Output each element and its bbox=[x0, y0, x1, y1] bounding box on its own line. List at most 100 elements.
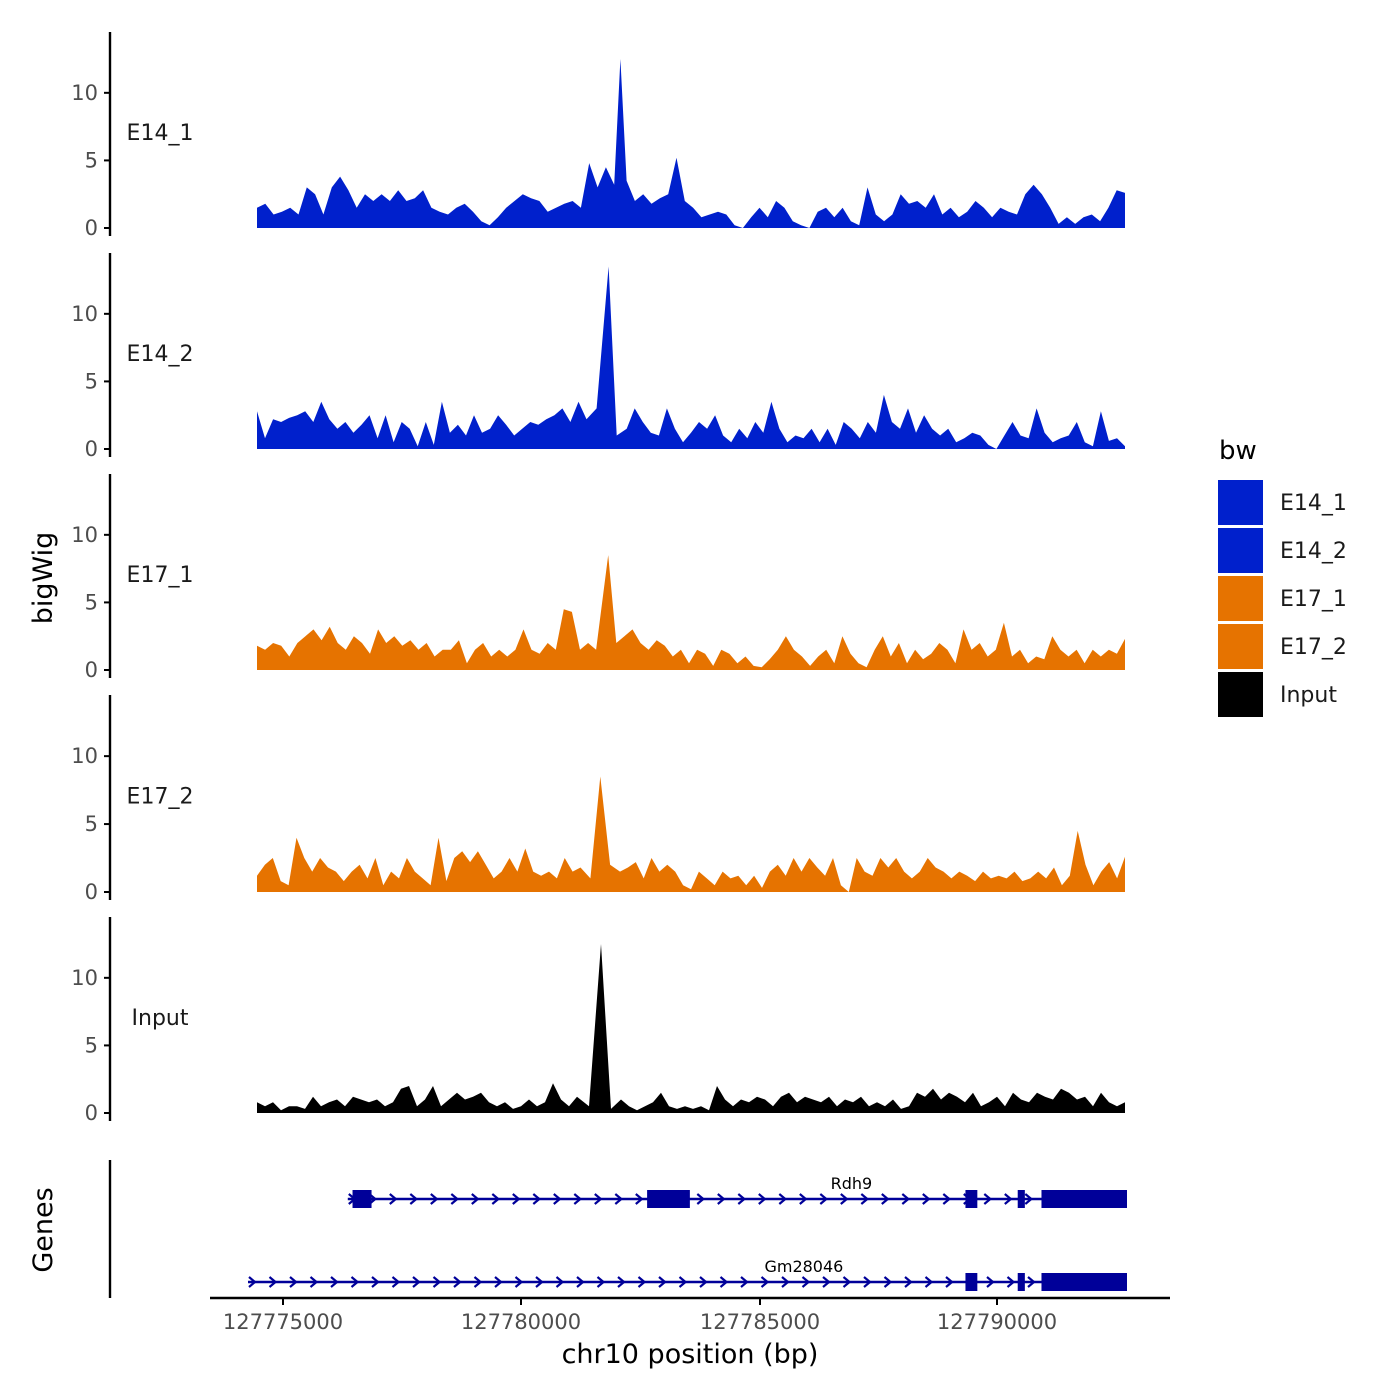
strand-arrow bbox=[842, 1276, 852, 1288]
exon bbox=[1017, 1273, 1025, 1291]
strand-arrow bbox=[412, 1276, 421, 1288]
y-tick-label: 10 bbox=[71, 523, 98, 547]
exon bbox=[1041, 1273, 1127, 1291]
track-label: E14_2 bbox=[127, 342, 194, 367]
strand-arrow bbox=[942, 1193, 952, 1205]
strand-arrow bbox=[863, 1276, 872, 1288]
legend-label: E17_2 bbox=[1280, 635, 1347, 660]
track-e17-1: 0 5 10 E17_1 bbox=[71, 474, 1125, 682]
strand-arrow bbox=[614, 1193, 624, 1205]
exon bbox=[352, 1190, 372, 1208]
strand-arrow bbox=[1024, 1193, 1034, 1205]
area-e14-1 bbox=[257, 59, 1125, 228]
y-tick-label: 5 bbox=[85, 1033, 98, 1057]
signal-tracks: 0 5 10 E14_1 0 5 10 E14_2 0 5 10 E17_1 0 5 10 E17_2 0 5 10… bbox=[71, 32, 1125, 1125]
strand-arrow bbox=[532, 1193, 542, 1205]
strand-arrow bbox=[1006, 1276, 1016, 1288]
y-tick-label: 5 bbox=[85, 148, 98, 172]
y-tick-label: 5 bbox=[85, 369, 98, 393]
strand-arrow bbox=[450, 1193, 460, 1205]
y-tick-label: 5 bbox=[85, 590, 98, 614]
y-tick-label: 10 bbox=[71, 966, 98, 990]
strand-arrow bbox=[822, 1276, 831, 1288]
strand-arrow bbox=[778, 1193, 788, 1205]
legend-label: E14_2 bbox=[1280, 539, 1347, 564]
strand-arrow bbox=[801, 1276, 811, 1288]
strand-arrow bbox=[535, 1276, 544, 1288]
strand-arrow bbox=[719, 1276, 729, 1288]
legend-label: E17_1 bbox=[1280, 587, 1347, 612]
y-tick-label: 0 bbox=[85, 216, 98, 240]
strand-arrow bbox=[781, 1276, 790, 1288]
gene-track: Rdh9 Gm28046 bbox=[108, 1160, 1127, 1298]
strand-arrow bbox=[819, 1193, 829, 1205]
strand-arrow bbox=[922, 1193, 931, 1205]
strand-arrow bbox=[471, 1193, 480, 1205]
area-input bbox=[257, 944, 1125, 1113]
strand-arrow bbox=[758, 1193, 767, 1205]
strand-arrow bbox=[904, 1276, 913, 1288]
legend-label: E14_1 bbox=[1280, 491, 1347, 516]
strand-arrow bbox=[737, 1193, 747, 1205]
exon bbox=[647, 1190, 690, 1208]
legend-label: Input bbox=[1280, 683, 1337, 708]
strand-arrow bbox=[696, 1193, 706, 1205]
strand-arrow bbox=[573, 1193, 583, 1205]
strand-arrow bbox=[350, 1276, 360, 1288]
strand-arrow bbox=[637, 1276, 647, 1288]
strand-arrow bbox=[699, 1276, 708, 1288]
y-tick-label: 0 bbox=[85, 658, 98, 682]
track-input: 0 5 10 Input bbox=[71, 917, 1125, 1125]
strand-arrow bbox=[409, 1193, 419, 1205]
legend-swatch bbox=[1218, 624, 1263, 669]
track-label: Input bbox=[132, 1006, 189, 1031]
x-tick-label: 127775000 bbox=[223, 1310, 343, 1334]
strand-arrow bbox=[248, 1276, 257, 1288]
exon bbox=[965, 1190, 978, 1208]
strand-arrow bbox=[453, 1276, 462, 1288]
strand-arrow bbox=[717, 1193, 726, 1205]
strand-arrow bbox=[678, 1276, 688, 1288]
strand-arrow bbox=[576, 1276, 585, 1288]
area-e17-1 bbox=[257, 555, 1125, 670]
strand-arrow bbox=[740, 1276, 749, 1288]
exon bbox=[1041, 1190, 1127, 1208]
strand-arrow bbox=[658, 1276, 667, 1288]
strand-arrow bbox=[840, 1193, 849, 1205]
strand-arrow bbox=[309, 1276, 319, 1288]
track-label: E17_1 bbox=[127, 563, 194, 588]
strand-arrow bbox=[430, 1193, 439, 1205]
track-e14-2: 0 5 10 E14_2 bbox=[71, 253, 1125, 461]
y-axis-title-bigwig: bigWig bbox=[28, 532, 59, 625]
strand-arrow bbox=[491, 1193, 501, 1205]
strand-arrow bbox=[799, 1193, 808, 1205]
strand-arrow bbox=[883, 1276, 893, 1288]
strand-arrow bbox=[945, 1276, 954, 1288]
y-tick-label: 10 bbox=[71, 744, 98, 768]
gene-rdh9: Rdh9 bbox=[347, 1174, 1127, 1208]
gene-gm28046: Gm28046 bbox=[248, 1257, 1127, 1291]
y-tick-label: 10 bbox=[71, 302, 98, 326]
strand-arrow bbox=[1027, 1276, 1036, 1288]
track-e14-1: 0 5 10 E14_1 bbox=[71, 32, 1125, 240]
strand-arrow bbox=[330, 1276, 339, 1288]
strand-arrow bbox=[432, 1276, 442, 1288]
legend-swatch bbox=[1218, 480, 1263, 525]
strand-arrow bbox=[924, 1276, 934, 1288]
strand-arrow bbox=[553, 1193, 562, 1205]
strand-arrow bbox=[983, 1193, 993, 1205]
strand-arrow bbox=[596, 1276, 606, 1288]
x-axis-title: chr10 position (bp) bbox=[562, 1339, 819, 1370]
strand-arrow bbox=[901, 1193, 911, 1205]
y-tick-label: 5 bbox=[85, 812, 98, 836]
strand-arrow bbox=[881, 1193, 890, 1205]
gene-label: Gm28046 bbox=[764, 1257, 843, 1276]
strand-arrow bbox=[594, 1193, 603, 1205]
y-tick-label: 0 bbox=[85, 1101, 98, 1125]
strand-arrow bbox=[494, 1276, 503, 1288]
track-label: E14_1 bbox=[127, 121, 194, 146]
legend-swatch bbox=[1218, 528, 1263, 573]
track-e17-2: 0 5 10 E17_2 bbox=[71, 695, 1125, 904]
strand-arrow bbox=[760, 1276, 770, 1288]
